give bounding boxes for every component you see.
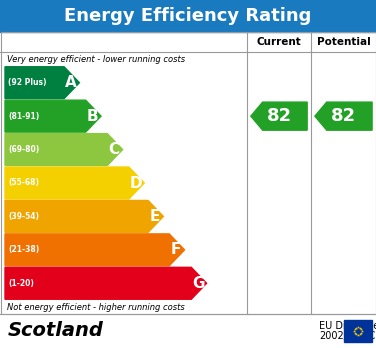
Text: Energy Efficiency Rating: Energy Efficiency Rating	[64, 7, 312, 25]
Text: C: C	[109, 142, 120, 157]
Text: 82: 82	[267, 107, 291, 125]
Polygon shape	[251, 102, 307, 130]
Text: (1-20): (1-20)	[8, 279, 34, 288]
Polygon shape	[5, 167, 144, 199]
Polygon shape	[5, 67, 79, 99]
Text: Very energy efficient - lower running costs: Very energy efficient - lower running co…	[7, 55, 185, 63]
Text: (39-54): (39-54)	[8, 212, 39, 221]
Text: G: G	[192, 276, 205, 291]
Text: F: F	[171, 242, 181, 258]
Polygon shape	[5, 234, 185, 266]
Polygon shape	[315, 102, 372, 130]
Text: Potential: Potential	[317, 37, 370, 47]
Text: A: A	[65, 75, 77, 90]
Text: Current: Current	[257, 37, 302, 47]
Text: (55-68): (55-68)	[8, 179, 39, 188]
Bar	[0, 0, 376, 32]
Text: 2002/91/EC: 2002/91/EC	[319, 331, 375, 341]
Text: (69-80): (69-80)	[8, 145, 39, 154]
Text: (21-38): (21-38)	[8, 245, 39, 254]
Text: Not energy efficient - higher running costs: Not energy efficient - higher running co…	[7, 302, 185, 311]
Text: 82: 82	[331, 107, 356, 125]
Text: D: D	[129, 175, 142, 190]
Polygon shape	[5, 200, 164, 232]
Text: E: E	[150, 209, 160, 224]
Bar	[344, 320, 372, 342]
Polygon shape	[5, 134, 123, 166]
Polygon shape	[5, 100, 101, 132]
Text: (92 Plus): (92 Plus)	[8, 78, 47, 87]
Text: (81-91): (81-91)	[8, 112, 39, 121]
Text: EU Directive: EU Directive	[319, 321, 376, 331]
Text: B: B	[87, 109, 99, 124]
Polygon shape	[5, 267, 206, 299]
Text: Scotland: Scotland	[8, 322, 104, 340]
Bar	[0, 32, 376, 314]
